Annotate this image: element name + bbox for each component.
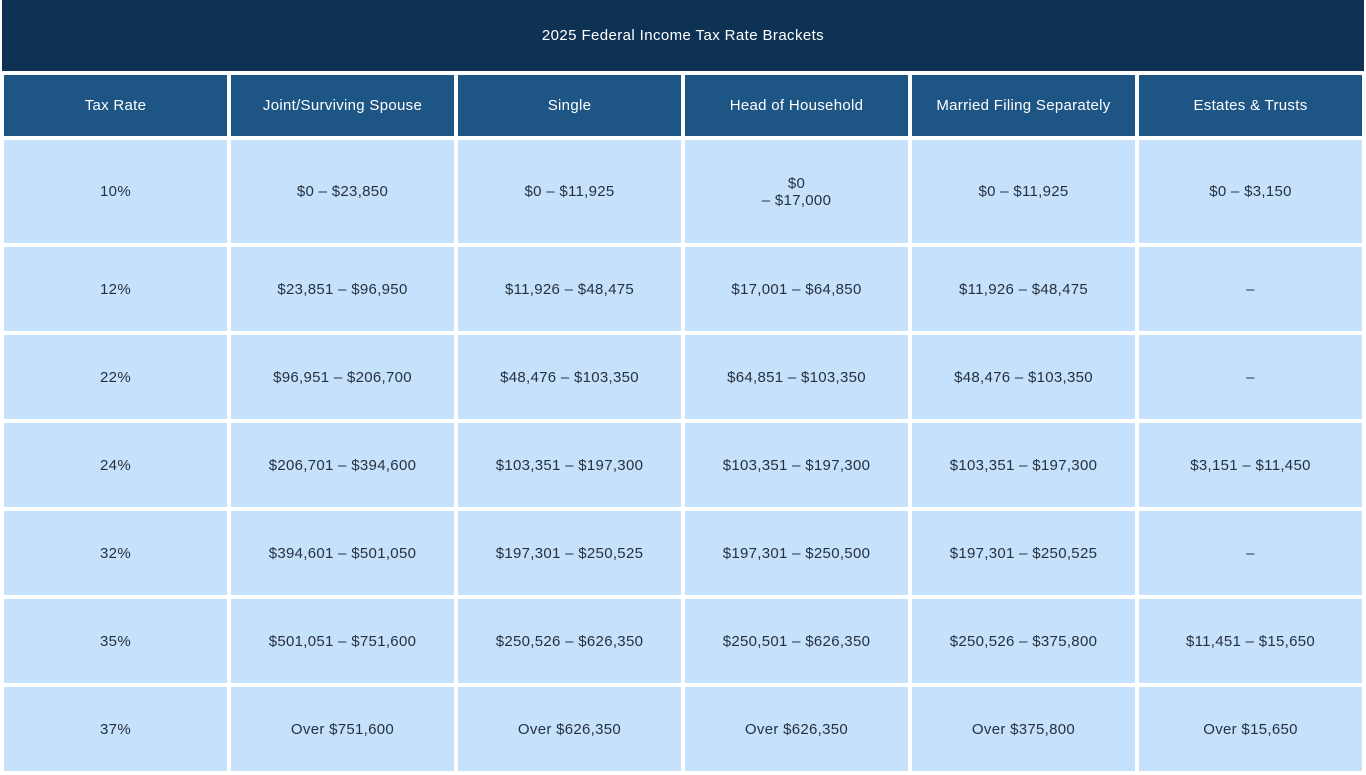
bracket-cell: $197,301 – $250,525 xyxy=(912,511,1135,595)
bracket-cell: $11,926 – $48,475 xyxy=(458,247,681,331)
table-row: 37% Over $751,600 Over $626,350 Over $626,3… xyxy=(4,687,1362,771)
bracket-cell: $197,301 – $250,525 xyxy=(458,511,681,595)
bracket-cell: $250,526 – $375,800 xyxy=(912,599,1135,683)
bracket-cell: $0 – $17,000 xyxy=(685,140,908,243)
tax-rate-cell: 24% xyxy=(4,423,227,507)
tax-rate-cell: 10% xyxy=(4,140,227,243)
tax-rate-cell: 32% xyxy=(4,511,227,595)
header-row: Tax Rate Joint/Surviving Spouse Single Head… xyxy=(4,75,1362,136)
bracket-cell: $103,351 – $197,300 xyxy=(685,423,908,507)
bracket-cell: $23,851 – $96,950 xyxy=(231,247,454,331)
tax-brackets-table: Tax Rate Joint/Surviving Spouse Single Head… xyxy=(0,71,1366,775)
bracket-cell: $394,601 – $501,050 xyxy=(231,511,454,595)
bracket-cell: $0 – $11,925 xyxy=(912,140,1135,243)
table-row: 22% $96,951 – $206,700 $48,476 – $103,350 $… xyxy=(4,335,1362,419)
table-header: Tax Rate Joint/Surviving Spouse Single Head… xyxy=(4,75,1362,136)
column-header-single: Single xyxy=(458,75,681,136)
tax-rate-cell: 12% xyxy=(4,247,227,331)
bracket-cell: Over $751,600 xyxy=(231,687,454,771)
table-row: 12% $23,851 – $96,950 $11,926 – $48,475 $17… xyxy=(4,247,1362,331)
bracket-cell: – xyxy=(1139,511,1362,595)
bracket-cell: $103,351 – $197,300 xyxy=(912,423,1135,507)
bracket-cell: $11,451 – $15,650 xyxy=(1139,599,1362,683)
column-header-estates-trusts: Estates & Trusts xyxy=(1139,75,1362,136)
bracket-cell: $206,701 – $394,600 xyxy=(231,423,454,507)
bracket-cell: $501,051 – $751,600 xyxy=(231,599,454,683)
bracket-cell: $0 – $3,150 xyxy=(1139,140,1362,243)
bracket-cell: $0 – $23,850 xyxy=(231,140,454,243)
bracket-cell: $0 – $11,925 xyxy=(458,140,681,243)
column-header-head-of-household: Head of Household xyxy=(685,75,908,136)
tax-rate-cell: 22% xyxy=(4,335,227,419)
bracket-cell: $48,476 – $103,350 xyxy=(458,335,681,419)
bracket-cell: – xyxy=(1139,247,1362,331)
bracket-cell: $250,501 – $626,350 xyxy=(685,599,908,683)
bracket-cell: $197,301 – $250,500 xyxy=(685,511,908,595)
table-row: 24% $206,701 – $394,600 $103,351 – $197,30… xyxy=(4,423,1362,507)
bracket-cell: $11,926 – $48,475 xyxy=(912,247,1135,331)
bracket-cell: $64,851 – $103,350 xyxy=(685,335,908,419)
column-header-joint-surviving-spouse: Joint/Surviving Spouse xyxy=(231,75,454,136)
bracket-cell: – xyxy=(1139,335,1362,419)
bracket-cell: Over $15,650 xyxy=(1139,687,1362,771)
bracket-cell: $250,526 – $626,350 xyxy=(458,599,681,683)
column-header-married-filing-separately: Married Filing Separately xyxy=(912,75,1135,136)
bracket-cell: Over $626,350 xyxy=(685,687,908,771)
bracket-cell: Over $375,800 xyxy=(912,687,1135,771)
bracket-cell: $17,001 – $64,850 xyxy=(685,247,908,331)
bracket-cell: $96,951 – $206,700 xyxy=(231,335,454,419)
table-body: 10% $0 – $23,850 $0 – $11,925 $0 – $17,000 $… xyxy=(4,140,1362,771)
column-header-tax-rate: Tax Rate xyxy=(4,75,227,136)
bracket-cell: $103,351 – $197,300 xyxy=(458,423,681,507)
tax-rate-cell: 35% xyxy=(4,599,227,683)
bracket-cell: Over $626,350 xyxy=(458,687,681,771)
bracket-cell: $48,476 – $103,350 xyxy=(912,335,1135,419)
page-title: 2025 Federal Income Tax Rate Brackets xyxy=(541,27,825,44)
tax-rate-cell: 37% xyxy=(4,687,227,771)
bracket-cell: $3,151 – $11,450 xyxy=(1139,423,1362,507)
table-row: 10% $0 – $23,850 $0 – $11,925 $0 – $17,000 $… xyxy=(4,140,1362,243)
table-row: 32% $394,601 – $501,050 $197,301 – $250,52… xyxy=(4,511,1362,595)
table-title-bar: 2025 Federal Income Tax Rate Brackets xyxy=(2,0,1364,71)
table-row: 35% $501,051 – $751,600 $250,526 – $626,35… xyxy=(4,599,1362,683)
